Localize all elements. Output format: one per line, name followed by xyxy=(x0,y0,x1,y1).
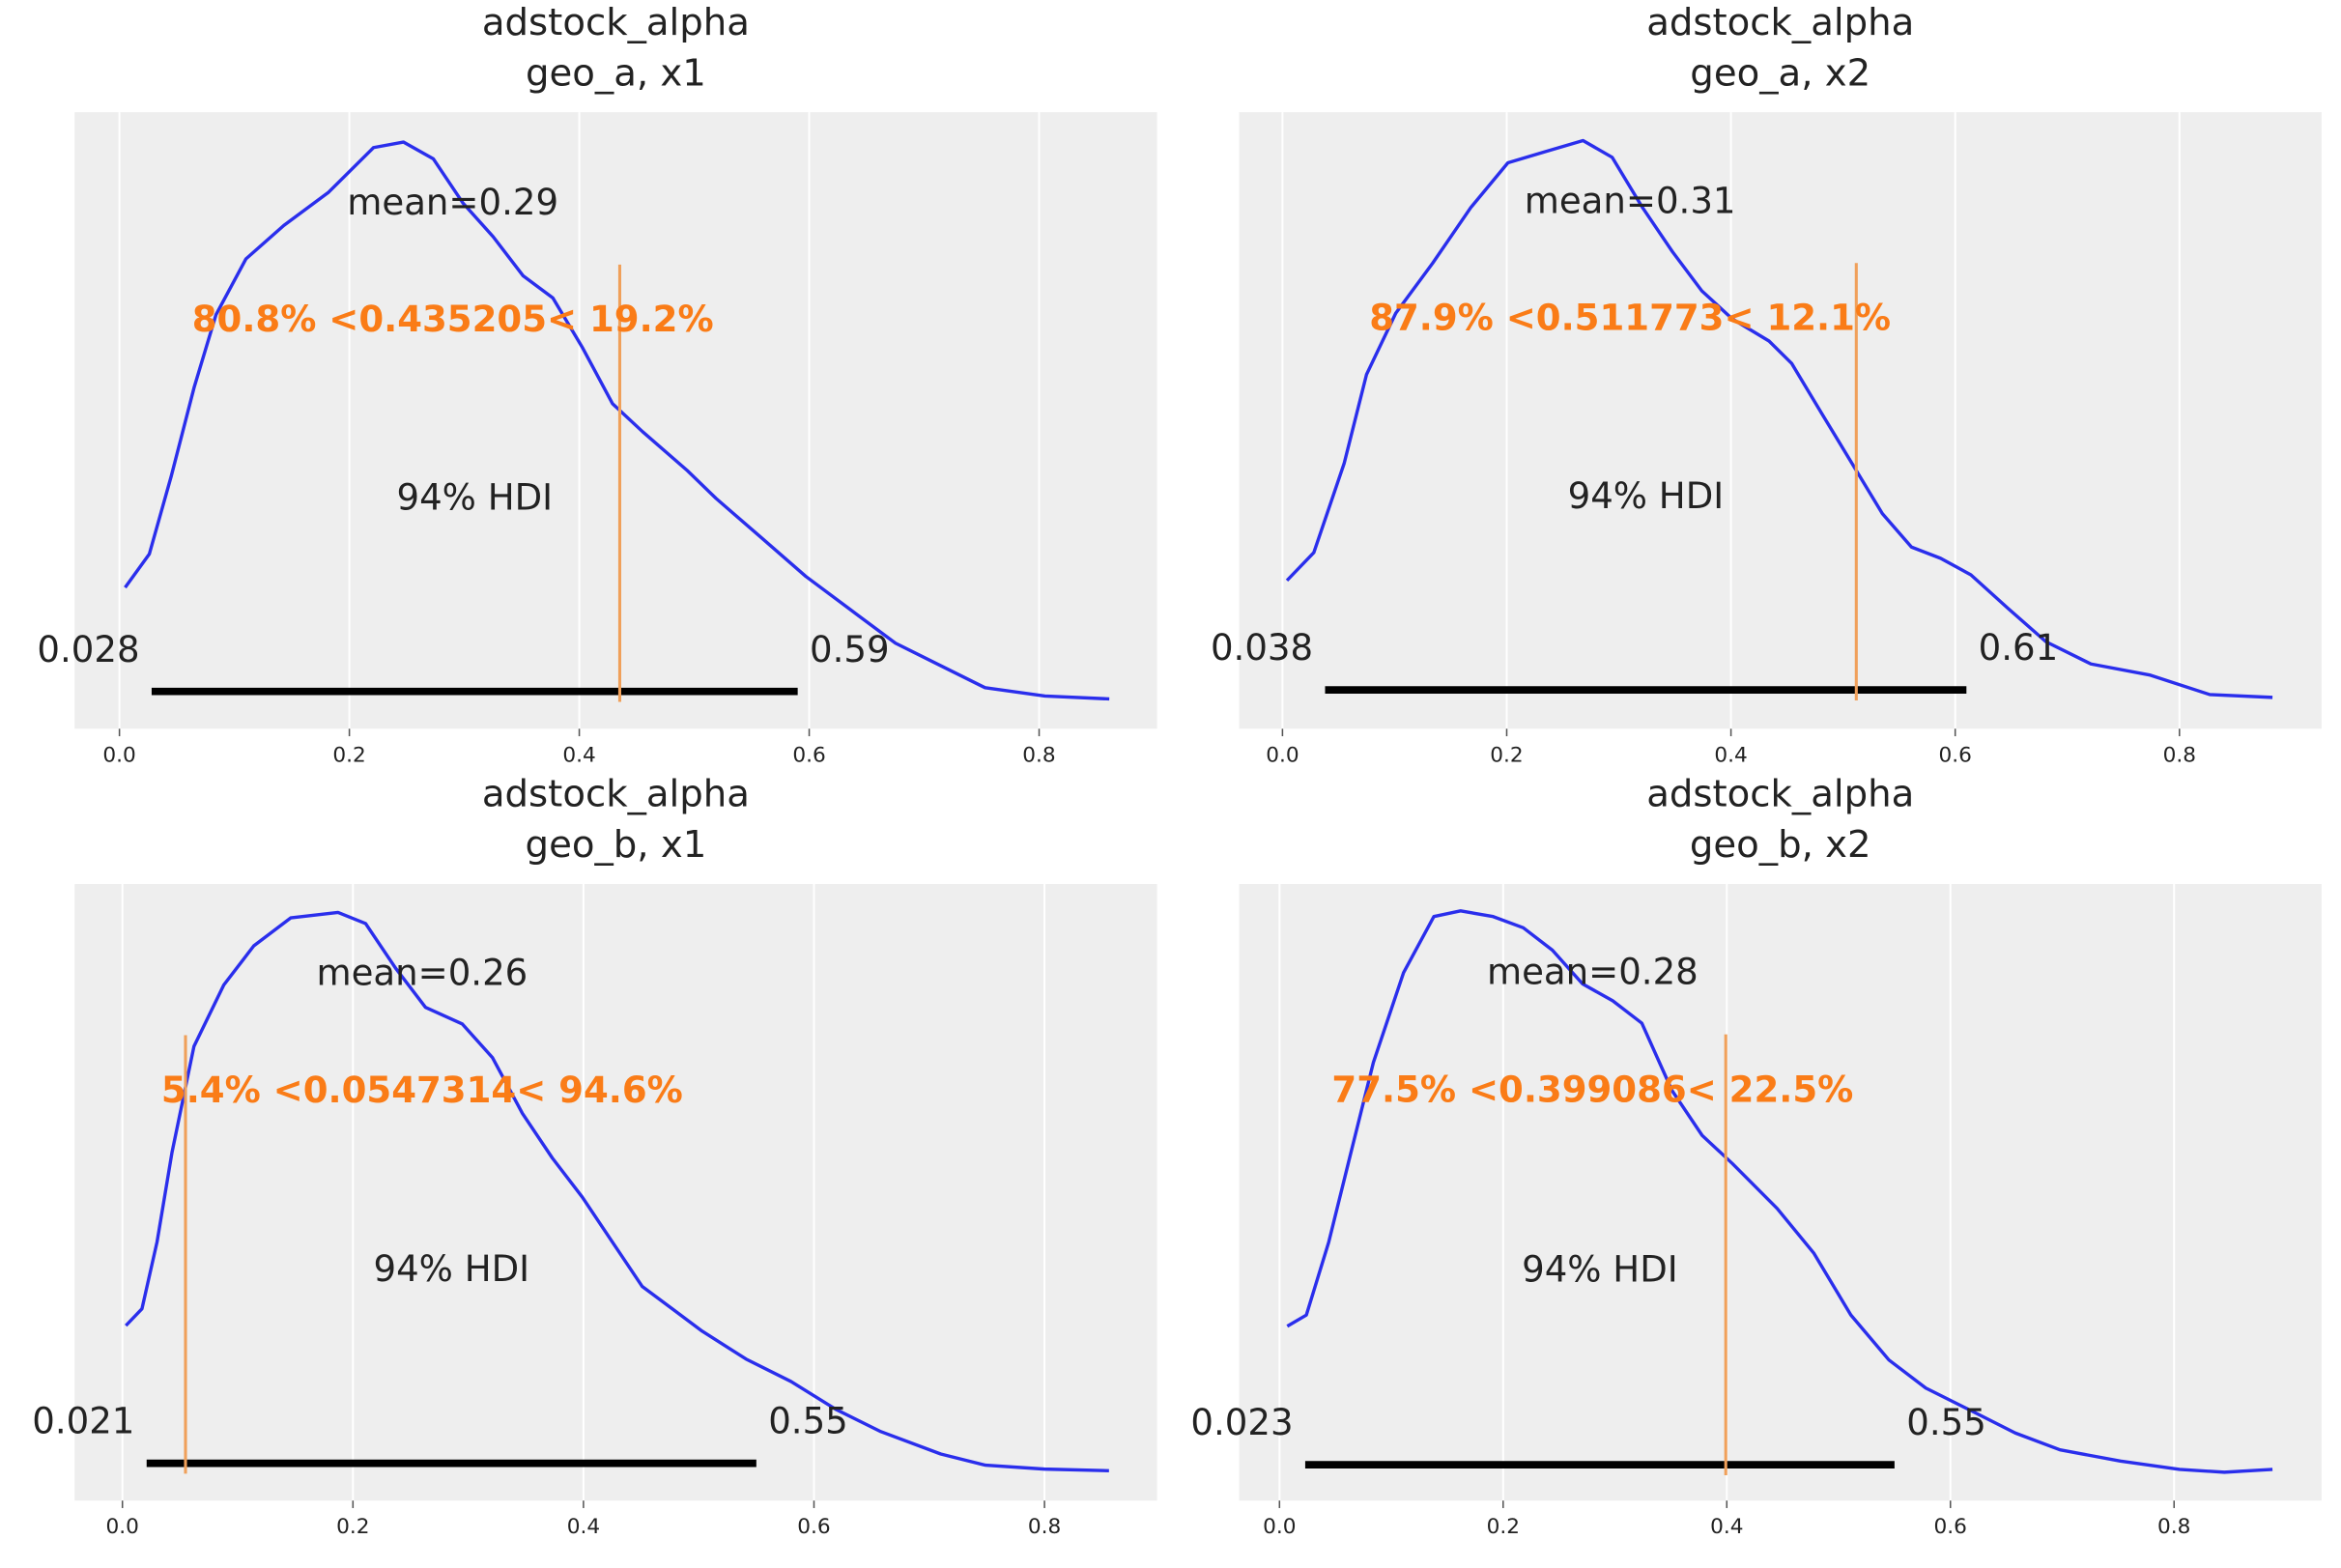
mean-label: mean=0.26 xyxy=(316,953,528,994)
reference-value-label: 87.9% <0.511773< 12.1% xyxy=(1369,297,1891,338)
x-tick-label: 0.0 xyxy=(1266,743,1299,767)
hdi-label: 94% HDI xyxy=(397,476,554,518)
hdi-label: 94% HDI xyxy=(374,1248,530,1290)
subplot-3: adstock_alpha geo_b, x1 0.0 0.2 0.4 0.6 0.8 0.0… xyxy=(32,773,1157,1539)
mean-label: mean=0.29 xyxy=(347,182,558,223)
x-tick-label: 0.4 xyxy=(567,1515,600,1539)
hdi-lower-label: 0.038 xyxy=(1211,627,1313,669)
hdi-label: 94% HDI xyxy=(1522,1248,1678,1290)
kde-curve xyxy=(125,910,1109,1473)
x-tick-label: 0.6 xyxy=(792,743,825,767)
subplot-title-variable: adstock_alpha xyxy=(482,773,750,816)
axes-background xyxy=(74,112,1157,729)
x-tick-label: 0.8 xyxy=(1028,1515,1061,1539)
axes-background xyxy=(1239,884,2322,1501)
hdi-upper-label: 0.61 xyxy=(1979,627,2059,669)
x-tick-label: 0.6 xyxy=(1934,1515,1967,1539)
hdi-upper-label: 0.55 xyxy=(1906,1402,1986,1443)
x-tick-label: 0.4 xyxy=(1714,743,1747,767)
subplot-title-variable: adstock_alpha xyxy=(1646,1,1914,44)
x-tick-label: 0.6 xyxy=(1938,743,1971,767)
x-tick-label: 0.8 xyxy=(2163,743,2196,767)
subplot-title-coords: geo_a, x1 xyxy=(526,51,706,95)
mean-label: mean=0.31 xyxy=(1525,180,1736,221)
x-tick-label: 0.2 xyxy=(332,743,365,767)
x-tick-label: 0.0 xyxy=(102,743,135,767)
subplot-4: adstock_alpha geo_b, x2 0.0 0.2 0.4 0.6 0.8 0.0… xyxy=(1190,773,2322,1539)
x-tick-label: 0.4 xyxy=(1710,1515,1743,1539)
x-tick-label: 0.6 xyxy=(797,1515,830,1539)
hdi-lower-label: 0.023 xyxy=(1190,1402,1293,1443)
subplot-title-coords: geo_a, x2 xyxy=(1690,51,1870,95)
x-tick-label: 0.2 xyxy=(1490,743,1523,767)
x-tick-label: 0.8 xyxy=(1022,743,1055,767)
reference-value-label: 5.4% <0.0547314< 94.6% xyxy=(161,1069,683,1111)
subplot-title-variable: adstock_alpha xyxy=(1646,773,1914,816)
subplot-title-variable: adstock_alpha xyxy=(482,1,750,44)
hdi-upper-label: 0.59 xyxy=(810,629,890,670)
subplot-title-coords: geo_b, x1 xyxy=(526,823,707,867)
subplot-title-coords: geo_b, x2 xyxy=(1690,823,1871,867)
subplot-2: adstock_alpha geo_a, x2 0.0 0.2 0.4 0.6 0.8 0.0… xyxy=(1211,1,2322,767)
hdi-lower-label: 0.021 xyxy=(32,1401,134,1442)
x-tick-label: 0.4 xyxy=(562,743,595,767)
axes-background xyxy=(74,884,1157,1501)
reference-value-label: 80.8% <0.435205< 19.2% xyxy=(192,299,714,340)
mean-label: mean=0.28 xyxy=(1487,951,1699,992)
kde-curve xyxy=(1286,909,2273,1474)
x-tick-label: 0.2 xyxy=(1487,1515,1520,1539)
x-tick-label: 0.2 xyxy=(336,1515,369,1539)
reference-value-label: 77.5% <0.399086< 22.5% xyxy=(1331,1069,1853,1110)
kde-curve xyxy=(1285,138,2273,699)
hdi-upper-label: 0.55 xyxy=(768,1401,848,1442)
x-tick-label: 0.0 xyxy=(106,1515,139,1539)
hdi-lower-label: 0.028 xyxy=(37,629,139,670)
axes-background xyxy=(1239,112,2322,729)
kde-curve xyxy=(124,140,1110,701)
x-tick-label: 0.8 xyxy=(2157,1515,2190,1539)
subplot-1: adstock_alpha geo_a, x1 0.0 0.2 0.4 0.6 0.8 0.0… xyxy=(37,1,1157,767)
x-tick-label: 0.0 xyxy=(1263,1515,1296,1539)
hdi-label: 94% HDI xyxy=(1568,475,1725,517)
